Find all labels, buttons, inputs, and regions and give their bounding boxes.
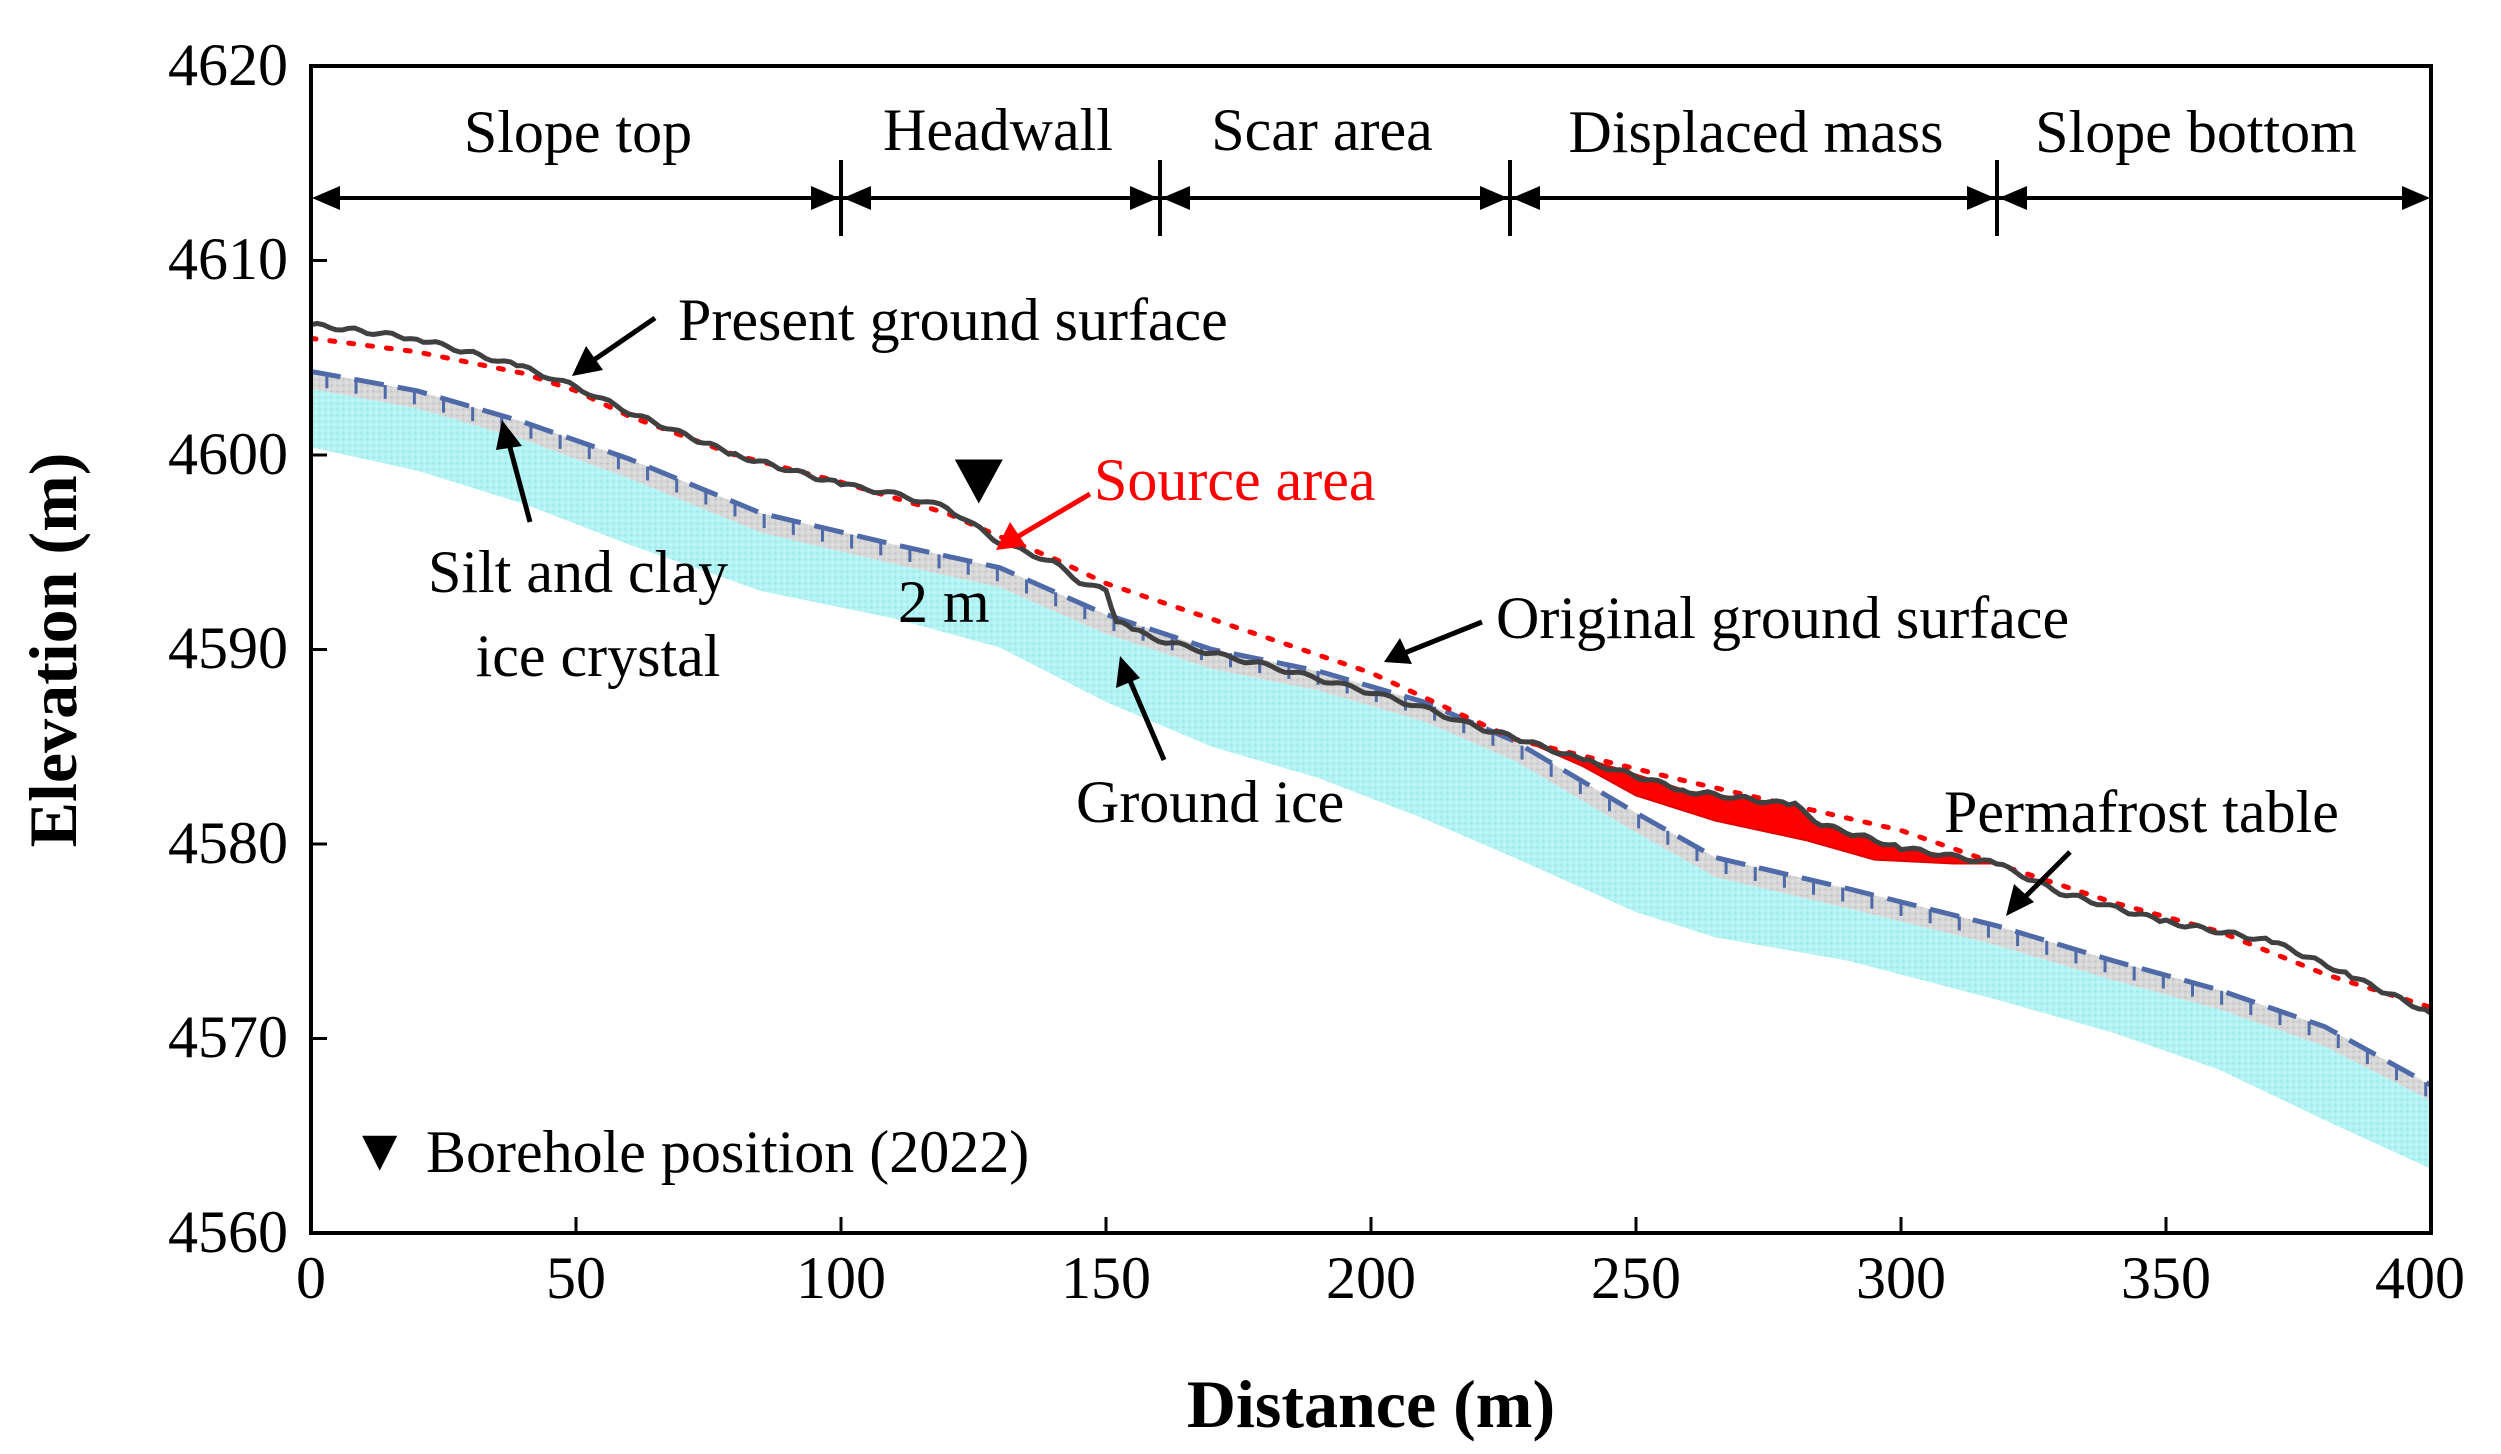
zone-label: Displaced mass (1569, 99, 1944, 165)
annotation-permafrost-table: Permafrost table (1944, 779, 2339, 845)
zone-dimension-arrows (312, 160, 2430, 236)
silt-clay-pointer (505, 439, 533, 523)
present-surface-pointer-head (572, 346, 603, 376)
x-tick-label: 150 (1061, 1245, 1151, 1311)
permafrost-table-pointer-head (2006, 884, 2034, 916)
silt-clay-pointer-head (496, 420, 522, 450)
zone-label: Slope bottom (2035, 99, 2357, 165)
y-tick-label: 4600 (168, 421, 288, 487)
annotation-silt-clay: Silt and clay (428, 539, 728, 605)
annotation-present-ground-surface: Present ground surface (678, 287, 1228, 353)
x-tick-label: 350 (2121, 1245, 2211, 1311)
ground-ice-pointer (1125, 675, 1167, 761)
x-tick-label: 0 (296, 1245, 326, 1311)
present-ground-surface-line (311, 320, 2431, 1016)
source-area-pointer (1010, 491, 1092, 543)
legend-borehole-marker: ▼ (350, 1117, 409, 1183)
x-tick-label: 200 (1326, 1245, 1416, 1311)
x-tick-label: 400 (2375, 1245, 2465, 1311)
pointer-arrows (496, 315, 2072, 916)
x-tick-label: 250 (1591, 1245, 1681, 1311)
zone-arrowhead (811, 186, 839, 210)
zone-arrowhead (1999, 186, 2027, 210)
annotation-2m: 2 m (898, 569, 990, 635)
zone-arrowhead (1967, 186, 1995, 210)
permafrost-table-line (311, 368, 2431, 1088)
present-surface-pointer (586, 315, 657, 367)
x-axis-title: Distance (m) (1187, 1366, 1555, 1442)
y-tick-label: 4590 (168, 615, 288, 681)
zone-arrowhead (843, 186, 871, 210)
zone-arrowhead (1130, 186, 1158, 210)
annotation-ground-ice: Ground ice (1076, 769, 1344, 835)
source-area-pointer-head (996, 522, 1026, 550)
zone-label: Slope top (464, 99, 692, 165)
y-tick-label: 4570 (168, 1004, 288, 1070)
x-axis-ticks (309, 1217, 2433, 1233)
x-tick-label: 50 (546, 1245, 606, 1311)
y-axis-ticks (311, 64, 327, 1235)
ground-ice-pointer-head (1116, 656, 1140, 688)
zone-arrowhead (2402, 186, 2430, 210)
zone-arrowhead (312, 186, 340, 210)
y-tick-label: 4610 (168, 226, 288, 292)
x-tick-label: 300 (1856, 1245, 1946, 1311)
annotation-original-ground-surface: Original ground surface (1496, 585, 2069, 651)
y-axis-title: Elevation (m) (15, 453, 91, 848)
original-surface-pointer-head (1384, 638, 1412, 664)
ground-ice-fill (311, 388, 2431, 1169)
original-surface-pointer (1401, 619, 1483, 657)
zone-label: Headwall (883, 97, 1113, 163)
zone-arrowhead (1162, 186, 1190, 210)
zone-label: Scar area (1211, 97, 1432, 163)
y-tick-label: 4620 (168, 32, 288, 98)
x-tick-label: 100 (796, 1245, 886, 1311)
zone-arrowhead (1512, 186, 1540, 210)
annotation-ice-crystal: ice crystal (476, 623, 721, 689)
legend-borehole-label: Borehole position (2022) (426, 1119, 1029, 1185)
borehole-marker (954, 459, 1003, 504)
annotation-source-area: Source area (1094, 447, 1375, 513)
silt-clay-fill (311, 371, 2431, 1101)
y-tick-label: 4560 (168, 1199, 288, 1265)
y-tick-label: 4580 (168, 810, 288, 876)
zone-arrowhead (1480, 186, 1508, 210)
permafrost-table-pointer (2020, 850, 2072, 902)
